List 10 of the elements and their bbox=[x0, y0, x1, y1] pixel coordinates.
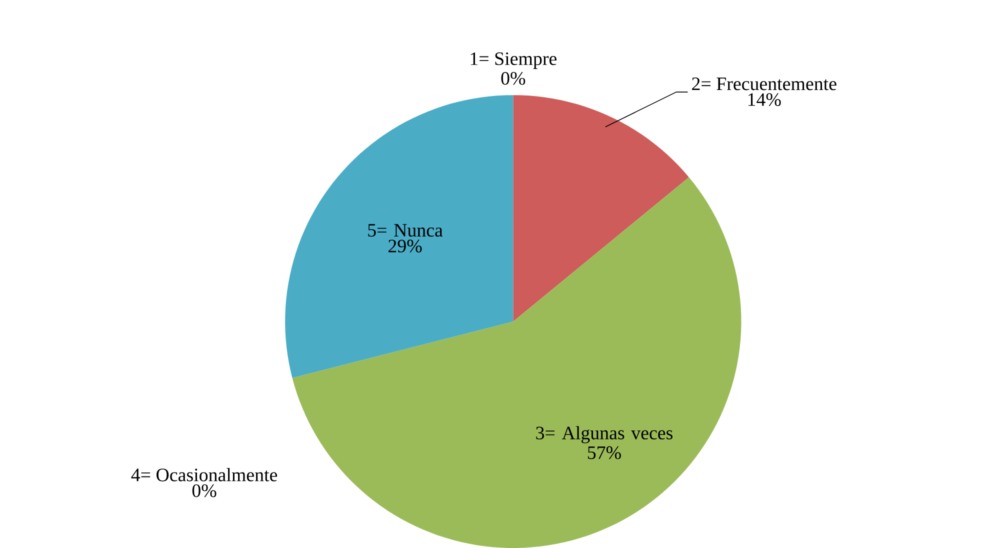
slice-label: 5= Nunca bbox=[368, 224, 443, 237]
text: 0% bbox=[501, 72, 526, 85]
data-label: 29% bbox=[388, 240, 422, 252]
slice-label: 2= Frecuentemente bbox=[692, 77, 836, 90]
category-label: 4= Ocasionalmente bbox=[131, 468, 278, 482]
text: 0% bbox=[192, 484, 216, 498]
data-label: 14% bbox=[748, 93, 781, 106]
category-label: 1= Siempre bbox=[470, 52, 557, 69]
data-label: 57% bbox=[588, 446, 621, 460]
slice-label: 3= Algunas veces bbox=[536, 426, 673, 444]
